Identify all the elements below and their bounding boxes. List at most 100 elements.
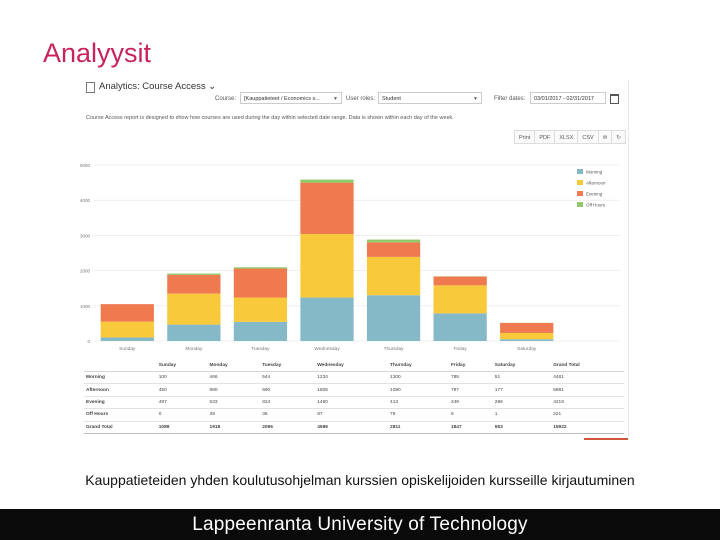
row-header-cell: Afternoon — [84, 383, 157, 397]
bar-segment — [300, 234, 354, 298]
x-tick-label: Wednesday — [314, 346, 340, 352]
table-cell: 533 — [207, 396, 261, 410]
chevron-down-icon: ▼ — [333, 96, 338, 102]
chevron-down-icon[interactable]: ⌄ — [208, 81, 217, 92]
table-cell: 177 — [492, 383, 552, 397]
legend-label: Afternoon — [586, 181, 606, 186]
table-cell: 0 — [156, 408, 208, 422]
document-icon — [86, 82, 95, 93]
table-header-cell: Grand Total — [551, 360, 624, 372]
bar-segment — [167, 324, 221, 341]
x-tick-label: Tuesday — [251, 346, 270, 352]
legend-swatch — [577, 180, 583, 185]
bar-segment — [433, 313, 487, 341]
table-cell: 1089 — [156, 421, 208, 434]
table-cell: 1090 — [388, 383, 449, 397]
table-row: Evening 497 533 824 1460 413 249 286 4219 — [84, 396, 624, 410]
bar-segment — [500, 322, 554, 333]
table-cell: 1460 — [315, 396, 389, 410]
legend-label: Off Hours — [586, 203, 606, 208]
calendar-icon[interactable] — [610, 94, 619, 104]
filter-dates-input[interactable]: 03/01/2017 - 02/31/2017 — [530, 92, 606, 104]
table-cell: 690 — [260, 383, 316, 397]
bar-segment — [100, 304, 154, 322]
export-toolbar: Print PDF XLSX CSV ✉ ↻ — [514, 130, 626, 144]
y-tick-label: 5000 — [80, 163, 90, 168]
refresh-icon[interactable]: ↻ — [611, 130, 626, 144]
table-cell: 4586 — [315, 421, 389, 434]
table-cell: 4219 — [551, 396, 624, 410]
chevron-down-icon: ▼ — [473, 96, 478, 102]
bar-segment — [366, 239, 421, 243]
legend-label: Evening — [586, 192, 603, 197]
university-name: Lappeenranta University of Technology — [192, 514, 528, 535]
table-cell: 880 — [207, 383, 261, 397]
table-cell: 1234 — [315, 371, 389, 385]
bar-segment — [366, 242, 421, 257]
table-header-cell: Friday — [448, 360, 493, 372]
legend-swatch — [577, 169, 583, 174]
bar-segment — [167, 273, 221, 275]
table-cell: 78 — [388, 408, 449, 422]
slide-title: Analyysit — [43, 38, 152, 68]
table-header-cell: Tuesday — [260, 360, 316, 372]
bar-segment — [500, 339, 554, 341]
accent-line — [584, 438, 628, 440]
bar-segment — [366, 256, 421, 296]
table-cell: 466 — [207, 371, 261, 385]
filter-dates-label: Filter dates: — [494, 96, 526, 102]
bar-segment — [433, 276, 487, 286]
email-icon[interactable]: ✉ — [597, 130, 613, 144]
user-roles-select[interactable]: Student ▼ — [378, 92, 482, 104]
bar-segment — [100, 337, 154, 341]
table-cell: 785 — [448, 371, 493, 385]
course-label: Course: — [215, 96, 237, 102]
table-cell: 1805 — [315, 383, 389, 397]
csv-button[interactable]: CSV — [577, 130, 599, 144]
pdf-button[interactable]: PDF — [534, 130, 556, 144]
table-cell: 39 — [207, 408, 261, 422]
bar-segment — [100, 321, 154, 338]
bar-segment — [500, 332, 554, 340]
analytics-screenshot: Analytics: Course Access ⌄ Course: [Kaup… — [80, 75, 628, 443]
slide-caption: Kauppatieteiden yhden koulutusohjelman k… — [85, 472, 635, 488]
bar-segment — [233, 267, 288, 269]
user-roles-label: User roles: — [346, 96, 376, 102]
table-cell: 87 — [315, 408, 389, 422]
legend-swatch — [577, 191, 583, 196]
report-title[interactable]: Analytics: Course Access ⌄ — [99, 81, 217, 92]
print-button[interactable]: Print — [514, 130, 536, 144]
table-cell: 1918 — [207, 421, 261, 434]
bar-segment — [433, 285, 487, 314]
table-row: Afternoon 450 880 690 1805 1090 797 177 5891 — [84, 383, 624, 397]
table-header-cell — [84, 360, 157, 372]
course-access-chart: 0 1000 2000 3000 4000 5000 Sunday Monday Tuesday… — [80, 163, 620, 352]
bar-segment — [300, 179, 354, 183]
report-header: Analytics: Course Access ⌄ Course: [Kaup… — [80, 75, 628, 109]
xlsx-button[interactable]: XLSX — [554, 130, 579, 144]
table-cell: 15922 — [551, 421, 624, 434]
table-cell: 51 — [492, 371, 552, 385]
bar-segment — [167, 274, 221, 294]
x-tick-label: Monday — [185, 346, 203, 352]
row-header-cell: Off Hours — [84, 408, 157, 422]
course-select[interactable]: [Kauppatieteet / Economics s... ▼ — [240, 92, 342, 104]
x-tick-label: Sunday — [119, 346, 136, 352]
x-tick-label: Friday — [453, 346, 467, 352]
x-tick-label: Saturday — [517, 346, 537, 352]
table-cell: 497 — [156, 396, 208, 410]
bar-segment — [233, 321, 288, 341]
bar-segment — [300, 297, 354, 341]
table-cell: 2811 — [388, 421, 449, 434]
table-cell: 553 — [492, 421, 552, 434]
table-cell: 1 — [492, 408, 552, 422]
table-header-cell: Wednesday — [315, 360, 389, 372]
table-row: Morning 100 466 544 1234 1300 785 51 4481 — [84, 371, 624, 385]
bar-segment — [233, 268, 288, 298]
bar-segment — [167, 293, 221, 325]
row-header-cell: Evening — [84, 396, 157, 410]
table-cell: 6 — [448, 408, 493, 422]
access-table: Sunday Monday Tuesday Wednesday Thursday Frid… — [84, 360, 624, 434]
table-cell: 100 — [156, 371, 208, 385]
table-cell: 286 — [492, 396, 552, 410]
